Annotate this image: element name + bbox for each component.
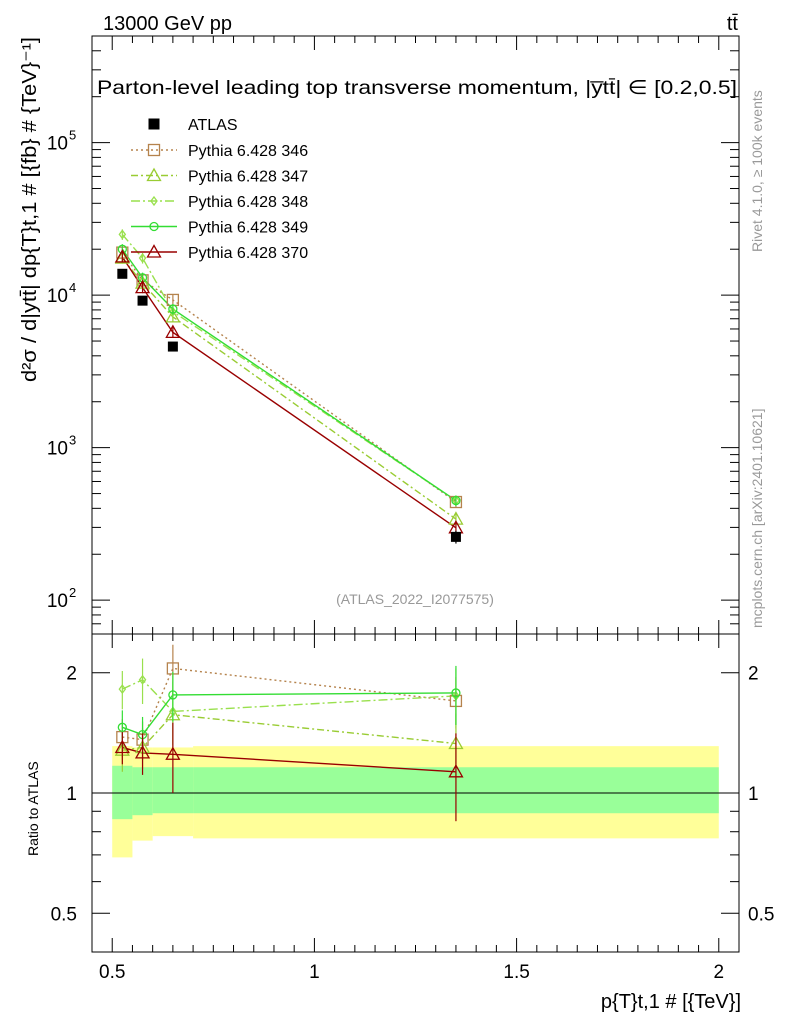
y-tick-label: 10 (47, 439, 68, 460)
ratio-tick-label-right: 2 (748, 664, 759, 685)
atlas-point (450, 531, 461, 542)
ratio-tick-label-right: 0.5 (748, 904, 774, 925)
series-ratio-point-4 (114, 739, 130, 754)
x-axis-label: p{T}t,1 # [{TeV}] (601, 991, 741, 1013)
legend-label-1: Pythia 6.428 347 (188, 169, 308, 186)
series-lines (121, 233, 457, 773)
series-point-3 (168, 304, 178, 314)
mcplots-label: mcplots.cern.ch [arXiv:2401.10621] (749, 409, 765, 628)
plot-title: Parton-level leading top transverse mome… (97, 77, 737, 99)
analysis-tag: (ATLAS_2022_I2077575) (336, 591, 494, 607)
atlas-point (137, 295, 148, 306)
legend-label-3: Pythia 6.428 349 (188, 220, 308, 237)
series-line-2 (121, 233, 457, 502)
series-point-4 (165, 324, 181, 339)
ratio-tick-label-right: 1 (748, 784, 759, 805)
data-points (114, 229, 464, 822)
legend-label-4: Pythia 6.428 370 (188, 245, 308, 262)
x-tick-label: 0.5 (99, 962, 125, 983)
y-tick-label-exponent: 4 (69, 280, 76, 295)
series-ratio-point-4 (134, 745, 151, 759)
series-point-2 (169, 306, 177, 317)
series-point-3 (451, 495, 461, 506)
series-ratio-point-3 (117, 722, 127, 732)
y-tick-label: 10 (47, 286, 68, 307)
atlas-point (117, 268, 128, 279)
atlas-point (167, 341, 178, 352)
ratio-tick-label-left: 0.5 (51, 904, 77, 925)
series-line-3 (121, 248, 457, 502)
legend-marker-atlas (148, 118, 160, 130)
series-ratio-line-0 (122, 667, 457, 741)
legend-marker-0 (147, 143, 161, 157)
legend-marker-1 (146, 167, 162, 182)
energy-label: 13000 GeV pp (103, 13, 232, 35)
legend-marker-3 (149, 221, 159, 232)
y-tick-label-exponent: 2 (69, 585, 76, 600)
series-line-4 (121, 256, 457, 529)
series-point-1 (165, 309, 181, 323)
legend-marker-2 (150, 195, 158, 207)
legend-label-0: Pythia 6.428 346 (188, 143, 308, 160)
series-ratio-line-1 (122, 713, 457, 751)
legend-label-atlas: ATLAS (188, 117, 238, 134)
x-tick-label: 1 (309, 962, 320, 983)
series-ratio-point-3 (451, 688, 461, 698)
rivet-version-label: Rivet 4.1.0, ≥ 100k events (749, 90, 765, 252)
series-ratio-point-3 (168, 690, 178, 700)
series-ratio-point-4 (165, 746, 181, 760)
series-point-4 (134, 279, 151, 294)
band-inner-1 (132, 767, 153, 816)
y-tick-label: 10 (47, 134, 68, 155)
series-line-0 (121, 252, 457, 503)
series-ratio-line-2 (122, 678, 456, 713)
legend-label-2: Pythia 6.428 348 (188, 194, 308, 211)
legend-marker-4 (146, 244, 162, 258)
series-ratio-point-2 (118, 684, 127, 695)
series-line-1 (121, 257, 457, 520)
series-point-2 (118, 229, 127, 240)
ratio-tick-label-left: 2 (66, 664, 77, 685)
uncertainty-bands (92, 746, 739, 858)
series-ratio-point-4 (448, 763, 464, 778)
series-ratio-line-4 (122, 746, 456, 773)
legend: ATLAS Pythia 6.428 346 Pythia 6.428 347 Pyt… (131, 117, 308, 262)
band-inner-0 (112, 765, 133, 820)
ratio-tick-label-left: 1 (66, 784, 77, 805)
series-point-4 (114, 249, 130, 263)
y-tick-label-exponent: 3 (69, 433, 76, 448)
process-label: tt̄ (727, 13, 739, 35)
y-tick-label-exponent: 5 (69, 128, 76, 143)
x-tick-label: 2 (713, 962, 724, 983)
y-axis-label: d²σ / d|ytt̄| dp{T}t,1 # [{fb} # {TeV}⁻¹… (19, 37, 41, 382)
ratio-y-axis-label: Ratio to ATLAS (25, 761, 41, 856)
series-ratio-line-3 (122, 692, 456, 736)
x-tick-label: 1.5 (503, 962, 529, 983)
series-point-2 (138, 252, 147, 264)
y-tick-label: 10 (47, 591, 68, 612)
series-ratio-point-2 (138, 674, 147, 685)
